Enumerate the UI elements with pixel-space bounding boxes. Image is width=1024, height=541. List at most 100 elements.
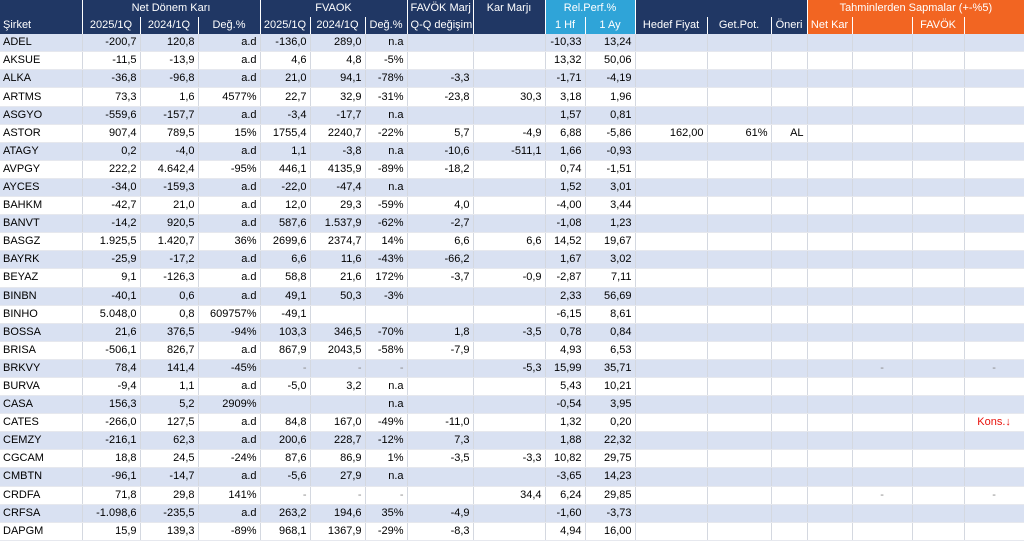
table-row[interactable]: ARTMS 73,3 1,6 4577% 22,7 32,9 -31% -23,8 30,3 3,…: [0, 87, 1024, 107]
value-cell: -: [365, 486, 408, 505]
value-cell: [635, 359, 708, 378]
value-cell: [635, 431, 708, 451]
table-row[interactable]: BEYAZ 9,1 -126,3 a.d 58,8 21,6 172% -3,7 -0,9 -2,…: [0, 268, 1024, 288]
value-cell: -22%: [365, 124, 408, 143]
value-cell: [771, 214, 808, 234]
table-row[interactable]: CRFSA -1.098,6 -235,5 a.d 263,2 194,6 35% -4,9 -…: [0, 504, 1024, 523]
ticker-cell: BRISA: [0, 341, 83, 360]
table-row[interactable]: BURVA -9,4 1,1 a.d -5,0 3,2 n.a 5,43 10,21: [0, 377, 1024, 397]
ticker-cell: CATES: [0, 413, 83, 433]
column-header: 2024/1Q: [310, 17, 366, 35]
table-row[interactable]: CEMZY -216,1 62,3 a.d 200,6 228,7 -12% 7,3 1,88 2…: [0, 431, 1024, 451]
table-row[interactable]: BAHKM -42,7 21,0 a.d 12,0 29,3 -59% 4,0 -4,00 3,4…: [0, 196, 1024, 216]
value-cell: [807, 232, 853, 252]
table-row[interactable]: AVPGY 222,2 4.642,4 -95% 446,1 4135,9 -89% -18,…: [0, 160, 1024, 179]
table-row[interactable]: BASGZ 1.925,5 1.420,7 36% 2699,6 2374,7 14% 6,6…: [0, 232, 1024, 252]
value-cell: [807, 287, 853, 306]
value-cell: -36,8: [82, 69, 141, 89]
value-cell: [473, 305, 546, 324]
table-row[interactable]: CMBTN -96,1 -14,7 a.d -5,6 27,9 n.a -3,65 14,23: [0, 467, 1024, 487]
value-cell: [407, 305, 474, 324]
value-cell: 789,5: [140, 124, 199, 143]
value-cell: [771, 341, 808, 360]
table-row[interactable]: BAYRK -25,9 -17,2 a.d 6,6 11,6 -43% -66,2 1,67 3,…: [0, 250, 1024, 270]
table-row[interactable]: ADEL -200,7 120,8 a.d -136,0 289,0 n.a -10,33 13…: [0, 34, 1024, 53]
header-group-row: Net Dönem Karı FVAOK FAVÖK Marj Kar Marj…: [0, 0, 1024, 18]
value-cell: [852, 504, 913, 523]
table-row[interactable]: CGCAM 18,8 24,5 -24% 87,6 86,9 1% -3,5 -3,3 10,82…: [0, 449, 1024, 469]
table-row[interactable]: CATES -266,0 127,5 a.d 84,8 167,0 -49% -11,0 1,3…: [0, 413, 1024, 433]
header-fvaok: FVAOK: [260, 0, 408, 18]
value-cell: -25,9: [82, 250, 141, 270]
value-cell: -: [852, 486, 913, 505]
table-row[interactable]: DAPGM 15,9 139,3 -89% 968,1 1367,9 -29% -8,3 4,9…: [0, 522, 1024, 541]
table-row[interactable]: BANVT -14,2 920,5 a.d 587,6 1.537,9 -62% -2,7 -1…: [0, 214, 1024, 234]
header-blank: [0, 0, 83, 18]
value-cell: a.d: [198, 214, 261, 234]
ticker-cell: BINHO: [0, 305, 83, 324]
value-cell: [912, 504, 965, 523]
value-cell: 6,88: [545, 124, 586, 143]
value-cell: -89%: [365, 160, 408, 179]
column-header: [473, 17, 546, 35]
table-row[interactable]: BINHO 5.048,0 0,8 609757% -49,1 -6,15 8,61: [0, 305, 1024, 324]
value-cell: [635, 196, 708, 216]
value-cell: [707, 196, 772, 216]
table-row[interactable]: ASGYO -559,6 -157,7 a.d -3,4 -17,7 n.a 1,57 0,81: [0, 106, 1024, 125]
value-cell: 84,8: [260, 413, 311, 433]
value-cell: [635, 413, 708, 433]
value-cell: [771, 431, 808, 451]
value-cell: [912, 214, 965, 234]
table-row[interactable]: BRKVY 78,4 141,4 -45% - - - -5,3 15,99 35,71- -: [0, 359, 1024, 378]
value-cell: 13,32: [545, 51, 586, 71]
value-cell: [635, 522, 708, 541]
table-row[interactable]: AYCES -34,0 -159,3 a.d -22,0 -47,4 n.a 1,52 3,01: [0, 178, 1024, 198]
value-cell: 1,1: [140, 377, 199, 397]
table-row[interactable]: ALKA -36,8 -96,8 a.d 21,0 94,1 -78% -3,3 -1,71 -4…: [0, 69, 1024, 89]
value-cell: [260, 395, 311, 415]
value-cell: [852, 34, 913, 53]
value-cell: [635, 250, 708, 270]
value-cell: [964, 395, 1024, 415]
table-row[interactable]: BINBN -40,1 0,6 a.d 49,1 50,3 -3% 2,33 56,69: [0, 287, 1024, 306]
value-cell: 1755,4: [260, 124, 311, 143]
value-cell: [707, 467, 772, 487]
table-row[interactable]: AKSUE -11,5 -13,9 a.d 4,6 4,8 -5% 13,32 50,06: [0, 51, 1024, 71]
ticker-cell: BEYAZ: [0, 268, 83, 288]
value-cell: 6,6: [260, 250, 311, 270]
value-cell: [635, 268, 708, 288]
value-cell: [912, 196, 965, 216]
value-cell: a.d: [198, 341, 261, 360]
value-cell: 4,6: [260, 51, 311, 71]
table-row[interactable]: ATAGY 0,2 -4,0 a.d 1,1 -3,8 n.a -10,6 -511,1 1,66…: [0, 142, 1024, 161]
value-cell: [964, 287, 1024, 306]
value-cell: -89%: [198, 522, 261, 541]
value-cell: [912, 142, 965, 161]
value-cell: [407, 395, 474, 415]
value-cell: 4,93: [545, 341, 586, 360]
table-row[interactable]: BOSSA 21,6 376,5 -94% 103,3 346,5 -70% 1,8 -3,5 0…: [0, 323, 1024, 342]
value-cell: -11,0: [407, 413, 474, 433]
value-cell: 5.048,0: [82, 305, 141, 324]
header-kar-marji: Kar Marjı: [473, 0, 546, 18]
value-cell: [707, 142, 772, 161]
table-row[interactable]: CRDFA 71,8 29,8 141% - - -34,4 6,24 29,85- -: [0, 486, 1024, 505]
value-cell: -2,7: [407, 214, 474, 234]
value-cell: [407, 287, 474, 306]
value-cell: 1,52: [545, 178, 586, 198]
value-cell: [707, 160, 772, 179]
value-cell: -: [260, 359, 311, 378]
value-cell: 9,1: [82, 268, 141, 288]
table-row[interactable]: BRISA -506,1 826,7 a.d 867,9 2043,5 -58% -7,9 4,…: [0, 341, 1024, 360]
value-cell: [852, 341, 913, 360]
value-cell: [807, 106, 853, 125]
value-cell: [912, 449, 965, 469]
value-cell: -506,1: [82, 341, 141, 360]
value-cell: 22,32: [585, 431, 636, 451]
value-cell: -559,6: [82, 106, 141, 125]
value-cell: 35%: [365, 504, 408, 523]
table-row[interactable]: CASA 156,3 5,2 2909% n.a -0,54 3,95: [0, 395, 1024, 415]
table-row[interactable]: ASTOR 907,4 789,5 15% 1755,4 2240,7 -22% 5,7 -4,…: [0, 124, 1024, 143]
value-cell: -9,4: [82, 377, 141, 397]
